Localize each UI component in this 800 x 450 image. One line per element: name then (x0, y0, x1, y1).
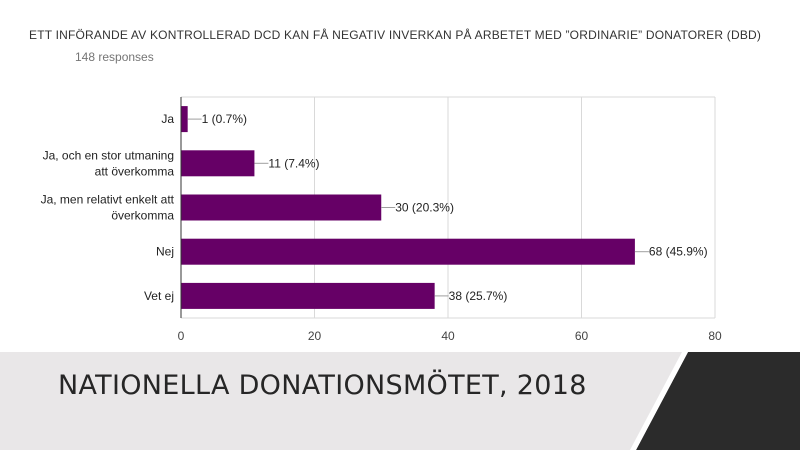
x-tick-label: 20 (308, 329, 322, 343)
data-label: 68 (45.9%) (649, 245, 708, 259)
category-label: Ja, och en stor utmaning att överkomma (43, 148, 175, 178)
category-label: Ja (161, 112, 174, 126)
bar (181, 106, 188, 133)
data-label: 30 (20.3%) (395, 201, 454, 215)
x-tick-label: 40 (441, 329, 455, 343)
category-label: Vet ej (144, 289, 174, 303)
category-label: Ja, men relativt enkelt att överkomma (41, 193, 175, 223)
bar (181, 150, 255, 177)
footer-dark-shape (630, 352, 800, 450)
data-label: 38 (25.7%) (449, 289, 508, 303)
x-tick-label: 60 (575, 329, 589, 343)
footer-text: NATIONELLA DONATIONSMÖTET, 2018 (58, 370, 587, 401)
data-label: 11 (7.4%) (268, 156, 319, 170)
bar (181, 194, 382, 221)
chart-title: ETT INFÖRANDE AV KONTROLLERAD DCD KAN FÅ… (29, 28, 762, 42)
bar (181, 282, 435, 309)
x-tick-label: 0 (178, 329, 185, 343)
response-count: 148 responses (75, 50, 154, 64)
category-label: Nej (156, 245, 174, 259)
bar (181, 238, 635, 265)
data-label: 1 (0.7%) (202, 112, 247, 126)
x-tick-label: 80 (708, 329, 722, 343)
